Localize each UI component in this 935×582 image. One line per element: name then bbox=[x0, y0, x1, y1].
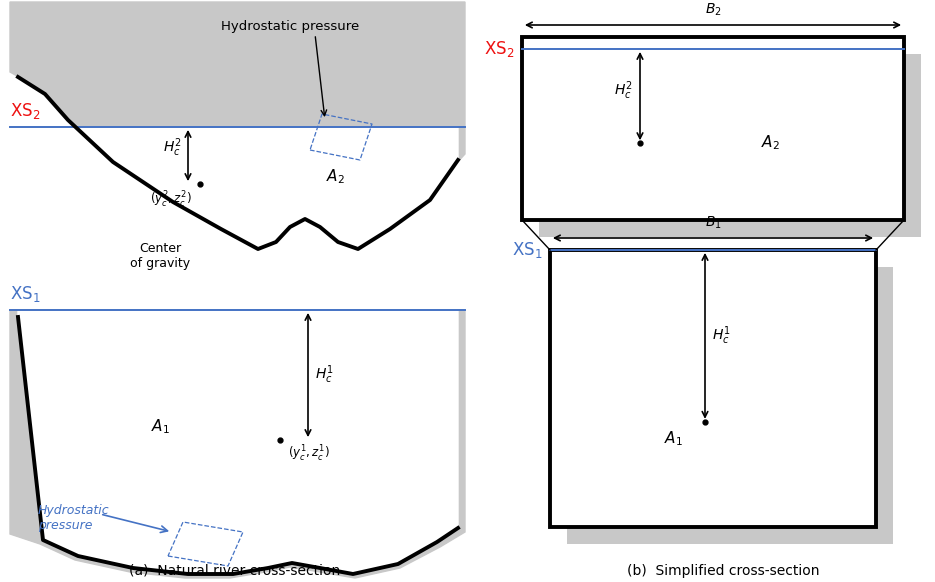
Bar bbox=[550, 250, 876, 527]
Bar bbox=[539, 54, 921, 237]
Text: $(y_c^2,z_c^2)$: $(y_c^2,z_c^2)$ bbox=[151, 190, 192, 210]
Polygon shape bbox=[18, 310, 458, 574]
Text: $B_2$: $B_2$ bbox=[705, 2, 722, 18]
Text: $A_2$: $A_2$ bbox=[761, 134, 780, 152]
Bar bbox=[522, 37, 904, 220]
Text: $(y_c^1,z_c^1)$: $(y_c^1,z_c^1)$ bbox=[288, 444, 330, 464]
Text: $\mathrm{XS_2}$: $\mathrm{XS_2}$ bbox=[483, 39, 514, 59]
Bar bbox=[567, 267, 893, 544]
Text: $B_1$: $B_1$ bbox=[705, 215, 722, 231]
Text: $H_c^2$: $H_c^2$ bbox=[164, 136, 182, 159]
Text: Center
of gravity: Center of gravity bbox=[130, 242, 190, 270]
Polygon shape bbox=[10, 310, 465, 578]
Text: $H_c^2$: $H_c^2$ bbox=[614, 80, 633, 102]
Polygon shape bbox=[10, 2, 465, 244]
Text: Hydrostatic pressure: Hydrostatic pressure bbox=[221, 20, 359, 33]
Text: $A_2$: $A_2$ bbox=[325, 168, 344, 186]
Text: (a)  Natural river cross-section: (a) Natural river cross-section bbox=[129, 564, 340, 578]
Text: $\mathrm{XS_1}$: $\mathrm{XS_1}$ bbox=[10, 284, 40, 304]
Text: $\mathrm{XS_2}$: $\mathrm{XS_2}$ bbox=[10, 101, 40, 121]
Text: $A_1$: $A_1$ bbox=[151, 418, 169, 436]
Text: $H_c^1$: $H_c^1$ bbox=[315, 364, 334, 386]
Text: Hydrostatic
pressure: Hydrostatic pressure bbox=[38, 504, 109, 532]
Polygon shape bbox=[18, 77, 458, 249]
Text: $A_1$: $A_1$ bbox=[665, 429, 683, 448]
Text: (b)  Simplified cross-section: (b) Simplified cross-section bbox=[626, 564, 819, 578]
Text: $\mathrm{XS_1}$: $\mathrm{XS_1}$ bbox=[511, 240, 542, 260]
Text: $H_c^1$: $H_c^1$ bbox=[712, 325, 730, 347]
